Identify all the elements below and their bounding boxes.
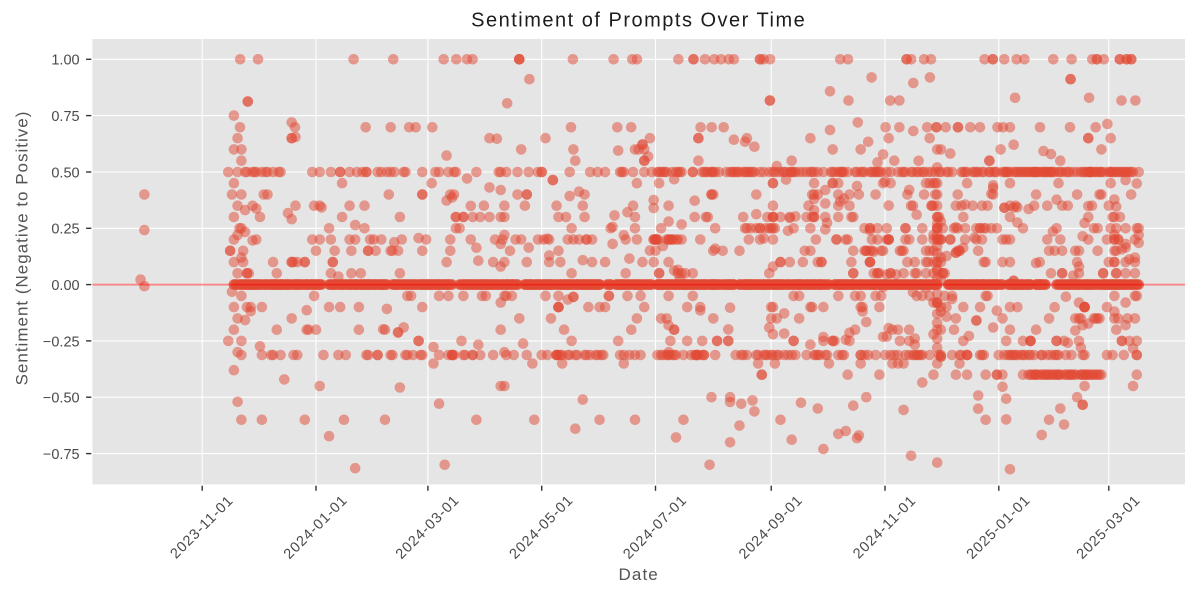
svg-text:−0.75: −0.75 bbox=[43, 447, 80, 463]
svg-text:−0.25: −0.25 bbox=[43, 334, 80, 350]
svg-text:2024-05-01: 2024-05-01 bbox=[507, 492, 577, 562]
svg-text:2024-07-01: 2024-07-01 bbox=[620, 492, 690, 562]
svg-text:0.25: 0.25 bbox=[51, 222, 79, 238]
svg-text:2023-11-01: 2023-11-01 bbox=[168, 493, 237, 562]
svg-text:2025-03-01: 2025-03-01 bbox=[1074, 492, 1144, 562]
svg-text:2025-01-01: 2025-01-01 bbox=[964, 492, 1034, 562]
svg-text:Sentiment (Negative to Positiv: Sentiment (Negative to Positive) bbox=[13, 111, 32, 386]
svg-text:2024-01-01: 2024-01-01 bbox=[281, 492, 351, 562]
svg-text:2024-11-01: 2024-11-01 bbox=[850, 493, 919, 562]
svg-text:2024-03-01: 2024-03-01 bbox=[393, 492, 463, 562]
svg-text:−0.50: −0.50 bbox=[43, 391, 80, 407]
svg-text:0.00: 0.00 bbox=[51, 278, 79, 294]
svg-text:2024-09-01: 2024-09-01 bbox=[736, 492, 806, 562]
svg-text:1.00: 1.00 bbox=[51, 53, 79, 69]
svg-text:0.50: 0.50 bbox=[51, 165, 79, 181]
svg-text:Date: Date bbox=[619, 565, 659, 584]
svg-text:Sentiment of Prompts Over Time: Sentiment of Prompts Over Time bbox=[471, 10, 806, 32]
svg-text:0.75: 0.75 bbox=[51, 109, 79, 125]
